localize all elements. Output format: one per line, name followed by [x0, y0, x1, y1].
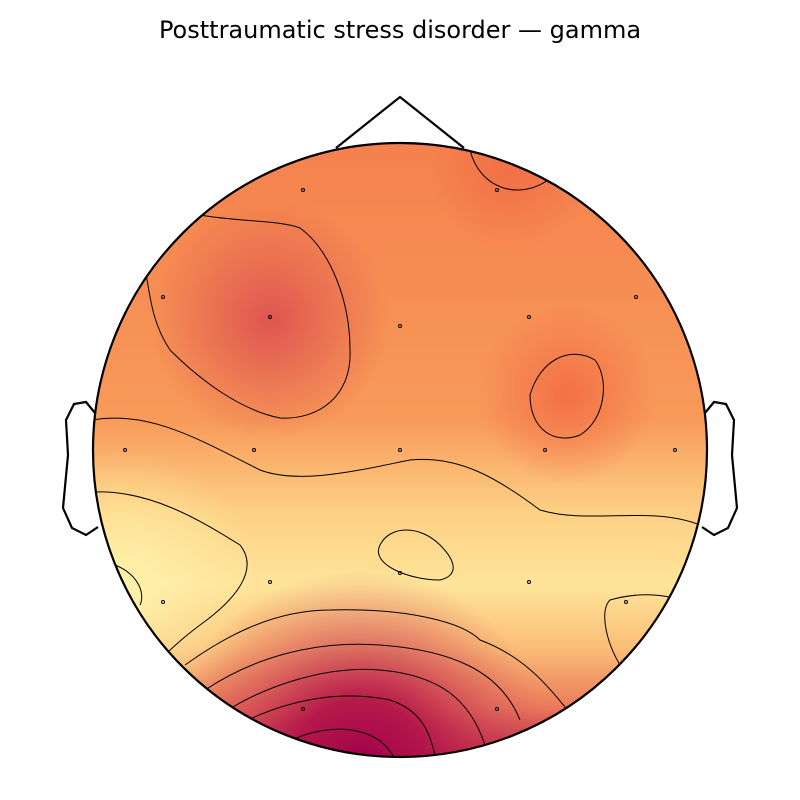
electrodes [123, 188, 677, 711]
contours [93, 149, 701, 757]
topography [93, 143, 707, 757]
chart-title: Posttraumatic stress disorder — gamma [159, 16, 641, 44]
head-outline [61, 95, 739, 759]
